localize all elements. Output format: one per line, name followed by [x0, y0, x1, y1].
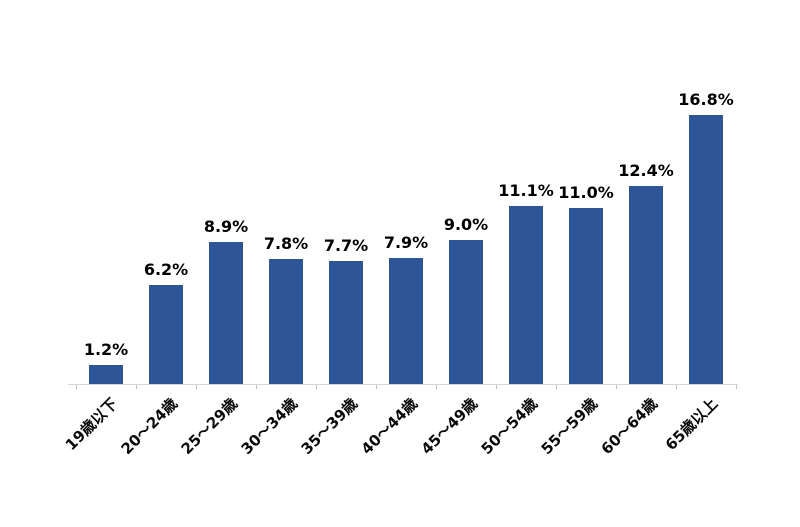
- x-axis-label-2: 25〜29歳: [177, 394, 242, 459]
- value-label-1: 6.2%: [143, 260, 189, 279]
- bar-7: [509, 206, 543, 384]
- axis-tick-mark: [736, 385, 737, 389]
- x-axis-label-7: 50〜54歳: [477, 394, 542, 459]
- axis-tick-mark: [616, 385, 617, 389]
- x-axis-label-1: 20〜24歳: [117, 394, 182, 459]
- axis-tick-mark: [496, 385, 497, 389]
- x-axis-label-4: 35〜39歳: [297, 394, 362, 459]
- axis-tick-mark: [676, 385, 677, 389]
- x-axis-label-6: 45〜49歳: [417, 394, 482, 459]
- x-axis-line: [68, 384, 738, 385]
- value-label-6: 9.0%: [443, 215, 489, 234]
- bar-0: [89, 365, 123, 384]
- axis-tick-mark: [316, 385, 317, 389]
- value-label-7: 11.1%: [498, 181, 554, 200]
- bar-4: [329, 261, 363, 384]
- axis-tick-mark: [76, 385, 77, 389]
- axis-tick-mark: [436, 385, 437, 389]
- bar-3: [269, 259, 303, 384]
- axis-tick-mark: [136, 385, 137, 389]
- bar-2: [209, 242, 243, 384]
- x-axis-label-8: 55〜59歳: [537, 394, 602, 459]
- value-label-4: 7.7%: [323, 236, 369, 255]
- axis-tick-mark: [556, 385, 557, 389]
- value-label-5: 7.9%: [383, 233, 429, 252]
- value-label-8: 11.0%: [558, 183, 614, 202]
- value-label-10: 16.8%: [678, 90, 734, 109]
- bar-5: [389, 258, 423, 384]
- value-label-3: 7.8%: [263, 234, 309, 253]
- bar-6: [449, 240, 483, 384]
- value-label-9: 12.4%: [618, 161, 674, 180]
- x-axis-label-10: 65歳以上: [662, 394, 722, 454]
- x-axis-label-5: 40〜44歳: [357, 394, 422, 459]
- bar-1: [149, 285, 183, 384]
- value-label-2: 8.9%: [203, 217, 249, 236]
- axis-tick-mark: [196, 385, 197, 389]
- x-axis-label-9: 60〜64歳: [597, 394, 662, 459]
- bar-9: [629, 186, 663, 384]
- x-axis-label-0: 19歳以下: [62, 394, 122, 454]
- bar-8: [569, 208, 603, 384]
- bar-10: [689, 115, 723, 384]
- axis-tick-mark: [376, 385, 377, 389]
- value-label-0: 1.2%: [83, 340, 129, 359]
- x-axis-label-3: 30〜34歳: [237, 394, 302, 459]
- axis-tick-mark: [256, 385, 257, 389]
